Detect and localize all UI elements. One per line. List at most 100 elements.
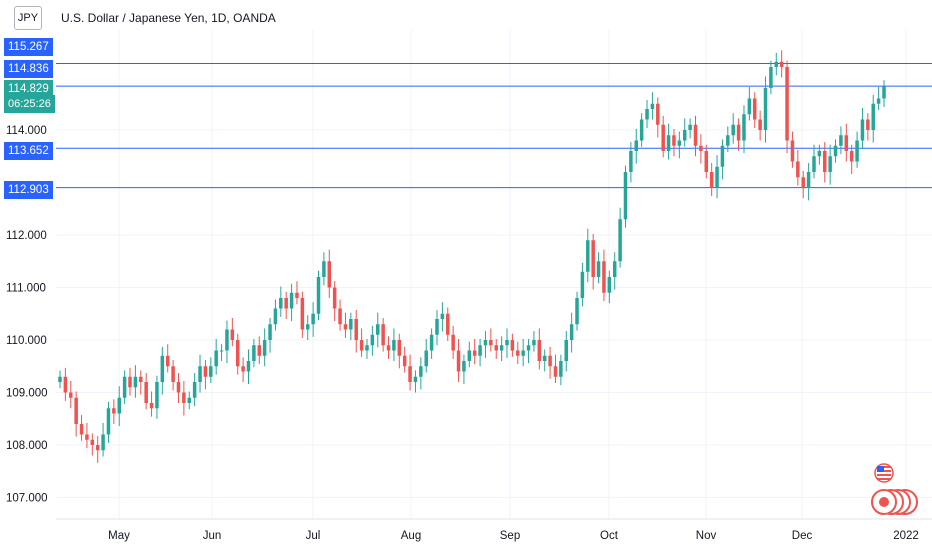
candle-body — [575, 298, 579, 325]
candle-body — [462, 361, 466, 372]
candle-body — [564, 340, 568, 361]
y-tick-label[interactable]: 111.000 — [6, 283, 46, 295]
candle-body — [833, 145, 838, 157]
candle-body — [133, 376, 138, 388]
candle-body — [752, 98, 757, 120]
candle-body — [332, 287, 337, 309]
candle-body — [806, 172, 811, 188]
candle-body — [144, 382, 148, 403]
candle-body — [440, 313, 445, 319]
candle-body — [866, 119, 870, 130]
candle-body — [149, 403, 154, 409]
candle-body — [758, 119, 762, 130]
candle-body — [849, 151, 854, 162]
x-axis[interactable]: May Jun Jul Aug Sep Oct Nov Dec 2022 — [108, 530, 919, 542]
candle-body — [209, 366, 213, 377]
us-flag-icon[interactable] — [874, 463, 894, 483]
candle-body — [300, 298, 305, 330]
candle-body — [790, 140, 795, 162]
candle-body — [602, 261, 606, 293]
candle-body — [677, 140, 682, 146]
x-tick-label[interactable]: Oct — [600, 530, 619, 542]
candle-body — [559, 361, 563, 377]
candle-body — [639, 119, 644, 141]
x-tick-label[interactable]: May — [108, 530, 130, 542]
x-tick-label[interactable]: 2022 — [893, 530, 919, 542]
candle-body — [419, 366, 423, 377]
candle-body — [343, 324, 348, 330]
candle-body — [672, 135, 676, 146]
x-tick-label[interactable]: Jul — [306, 530, 321, 542]
candle-body — [478, 345, 482, 356]
candle-body — [402, 355, 407, 367]
candle-body — [812, 156, 816, 172]
candle-body — [90, 439, 95, 445]
y-tick-label[interactable]: 110.000 — [6, 335, 47, 347]
candle-body — [666, 135, 671, 151]
x-tick-label[interactable]: Nov — [696, 530, 717, 542]
candle-body — [381, 324, 385, 346]
candle-body — [230, 329, 235, 340]
level-badge-4[interactable]: 112.903 — [4, 181, 53, 199]
candle-body — [855, 140, 859, 162]
candle-body — [397, 340, 402, 356]
candle-body — [101, 434, 105, 451]
candle-body — [618, 219, 622, 262]
candle-body — [693, 124, 698, 146]
candle-body — [709, 172, 714, 188]
candle-body — [106, 408, 111, 435]
candle-body — [731, 124, 735, 136]
candle-body — [322, 261, 326, 277]
japan-flag-icon[interactable] — [871, 489, 918, 515]
level-badge-3[interactable]: 113.652 — [4, 142, 53, 160]
candle-body — [187, 397, 192, 403]
candle-body — [284, 298, 288, 309]
y-tick-label[interactable]: 109.000 — [6, 388, 48, 400]
y-tick-label[interactable]: 108.000 — [6, 440, 48, 452]
candle-body — [252, 345, 256, 361]
x-tick-label[interactable]: Sep — [500, 530, 520, 542]
x-tick-label[interactable]: Dec — [792, 530, 813, 542]
horizontal-levels[interactable] — [56, 62, 932, 189]
candle-body — [871, 103, 875, 130]
y-tick-label[interactable]: 112.000 — [6, 230, 47, 242]
candle-body — [785, 67, 789, 141]
y-tick-label[interactable]: 107.000 — [6, 493, 48, 505]
candle-body — [365, 345, 369, 351]
candle-body — [823, 151, 827, 172]
candle-body — [225, 329, 229, 351]
candle-body — [338, 308, 342, 325]
candle-body — [257, 345, 262, 356]
candle-body — [289, 292, 294, 309]
candle-body — [112, 408, 116, 414]
candle-body — [548, 355, 552, 367]
level-badge-2[interactable]: 114.836 — [4, 60, 53, 78]
candle-body — [510, 340, 515, 351]
candle-body — [376, 324, 380, 335]
level-badge-1[interactable]: 115.267 — [4, 38, 53, 56]
candle-body — [607, 277, 612, 293]
candle-body — [596, 261, 601, 277]
candle-body — [435, 319, 439, 335]
candle-body — [586, 240, 590, 272]
candle-body — [699, 145, 703, 151]
price-badge[interactable]: 114.829 — [4, 80, 53, 98]
candle-body — [645, 109, 649, 120]
symbol-button[interactable]: JPY — [14, 6, 42, 30]
candle-body — [882, 86, 886, 99]
y-tick-label[interactable]: 114.000 — [6, 125, 47, 137]
candles — [58, 50, 886, 463]
candle-body — [526, 345, 531, 351]
candle-body — [429, 334, 434, 351]
candle-body — [424, 350, 428, 367]
candle-body — [155, 382, 159, 409]
y-axis[interactable]: 114.000 112.000 111.000 110.000 109.000 108.0… — [6, 46, 48, 504]
candle-body — [279, 298, 283, 309]
candle-body — [139, 376, 143, 382]
candle-body — [235, 340, 240, 367]
x-tick-label[interactable]: Jun — [203, 530, 222, 542]
candle-body — [305, 324, 310, 330]
x-tick-label[interactable]: Aug — [401, 530, 421, 542]
candle-body — [494, 345, 498, 351]
